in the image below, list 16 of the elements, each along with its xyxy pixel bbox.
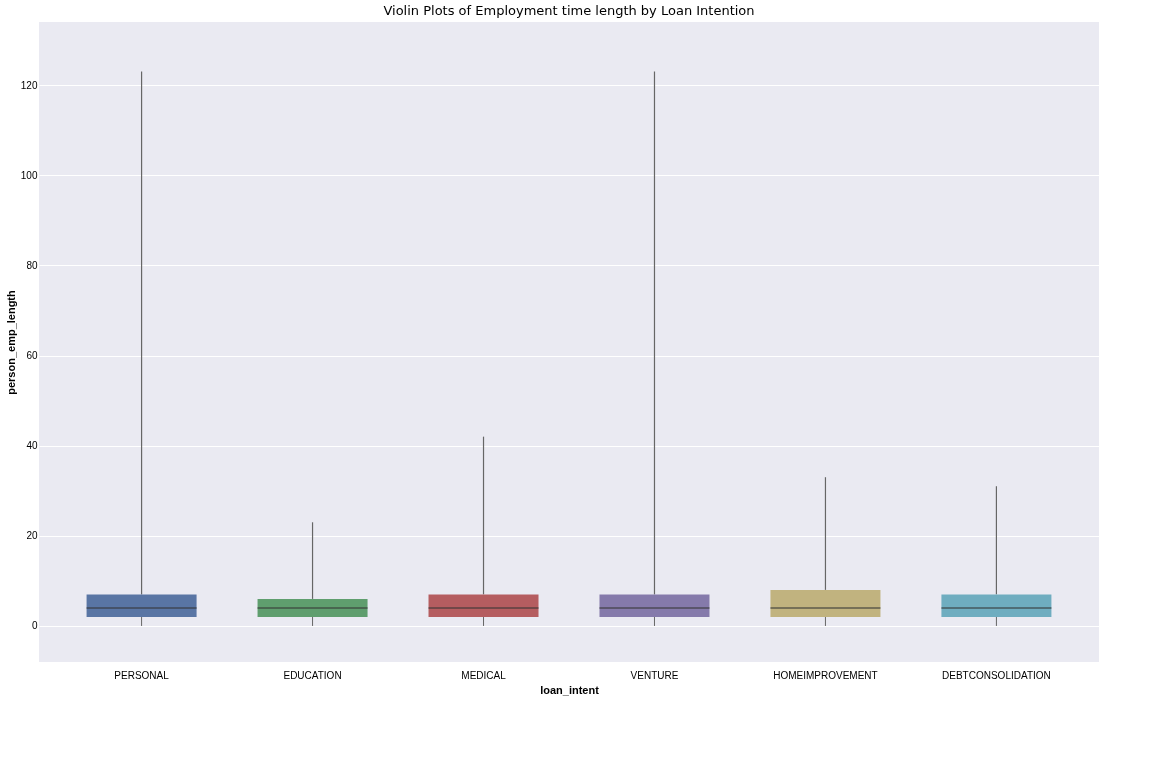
x-axis-title: loan_intent	[540, 683, 600, 696]
x-tick-label: MEDICAL	[461, 669, 507, 681]
x-tick-label: EDUCATION	[283, 669, 342, 681]
y-tick-label: 60	[26, 350, 38, 362]
y-tick-label: 80	[26, 259, 38, 271]
y-tick-label: 120	[20, 79, 38, 91]
x-tick-label: HOMEIMPROVEMENT	[773, 669, 878, 681]
y-tick-label: 0	[31, 620, 38, 632]
y-tick-label: 100	[20, 169, 38, 181]
x-tick-label: VENTURE	[630, 669, 679, 681]
y-tick-label: 40	[26, 440, 38, 452]
x-tick-label: DEBTCONSOLIDATION	[942, 669, 1051, 681]
chart-title: Violin Plots of Employment time length by Loan Intention	[383, 3, 755, 18]
y-tick-label: 20	[26, 530, 38, 542]
y-axis-title: person_emp_length	[4, 289, 17, 395]
x-tick-label: PERSONAL	[114, 669, 170, 681]
